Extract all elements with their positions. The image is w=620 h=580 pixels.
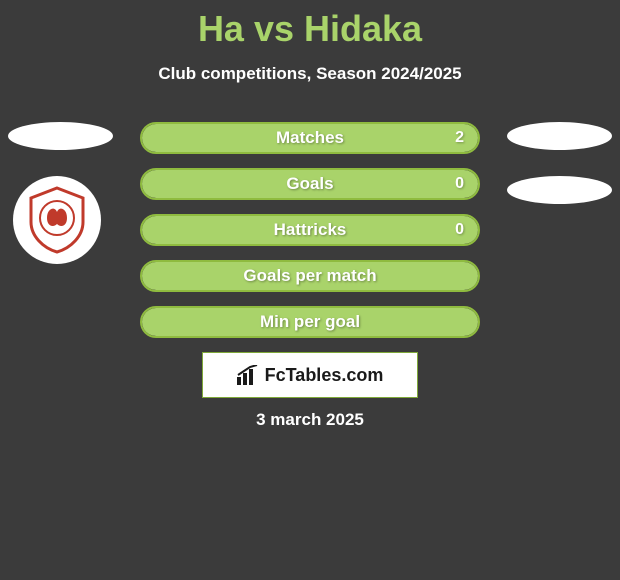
player-right-photo-placeholder [507, 122, 612, 150]
stat-label: Min per goal [142, 312, 478, 332]
stat-label: Matches [142, 128, 478, 148]
stat-right-value: 0 [455, 175, 464, 193]
brand-label: FcTables.com [265, 365, 384, 386]
stats-table: Matches2Goals0Hattricks0Goals per matchM… [140, 122, 480, 352]
stat-label: Goals per match [142, 266, 478, 286]
stat-row: Min per goal [140, 306, 480, 338]
stat-row: Matches2 [140, 122, 480, 154]
player-left-column [8, 122, 113, 264]
chart-icon [237, 365, 259, 385]
stat-right-value: 0 [455, 221, 464, 239]
player-right-column [507, 122, 612, 230]
stat-row: Goals0 [140, 168, 480, 200]
stat-row: Hattricks0 [140, 214, 480, 246]
club-crest-icon [21, 184, 93, 256]
stat-row: Goals per match [140, 260, 480, 292]
page-title: Ha vs Hidaka [0, 0, 620, 50]
player-left-club-badge [13, 176, 101, 264]
date-label: 3 march 2025 [0, 410, 620, 430]
stat-label: Hattricks [142, 220, 478, 240]
subtitle: Club competitions, Season 2024/2025 [0, 64, 620, 84]
stat-label: Goals [142, 174, 478, 194]
stat-right-value: 2 [455, 129, 464, 147]
player-right-club-placeholder [507, 176, 612, 204]
brand-badge[interactable]: FcTables.com [202, 352, 418, 398]
player-left-photo-placeholder [8, 122, 113, 150]
